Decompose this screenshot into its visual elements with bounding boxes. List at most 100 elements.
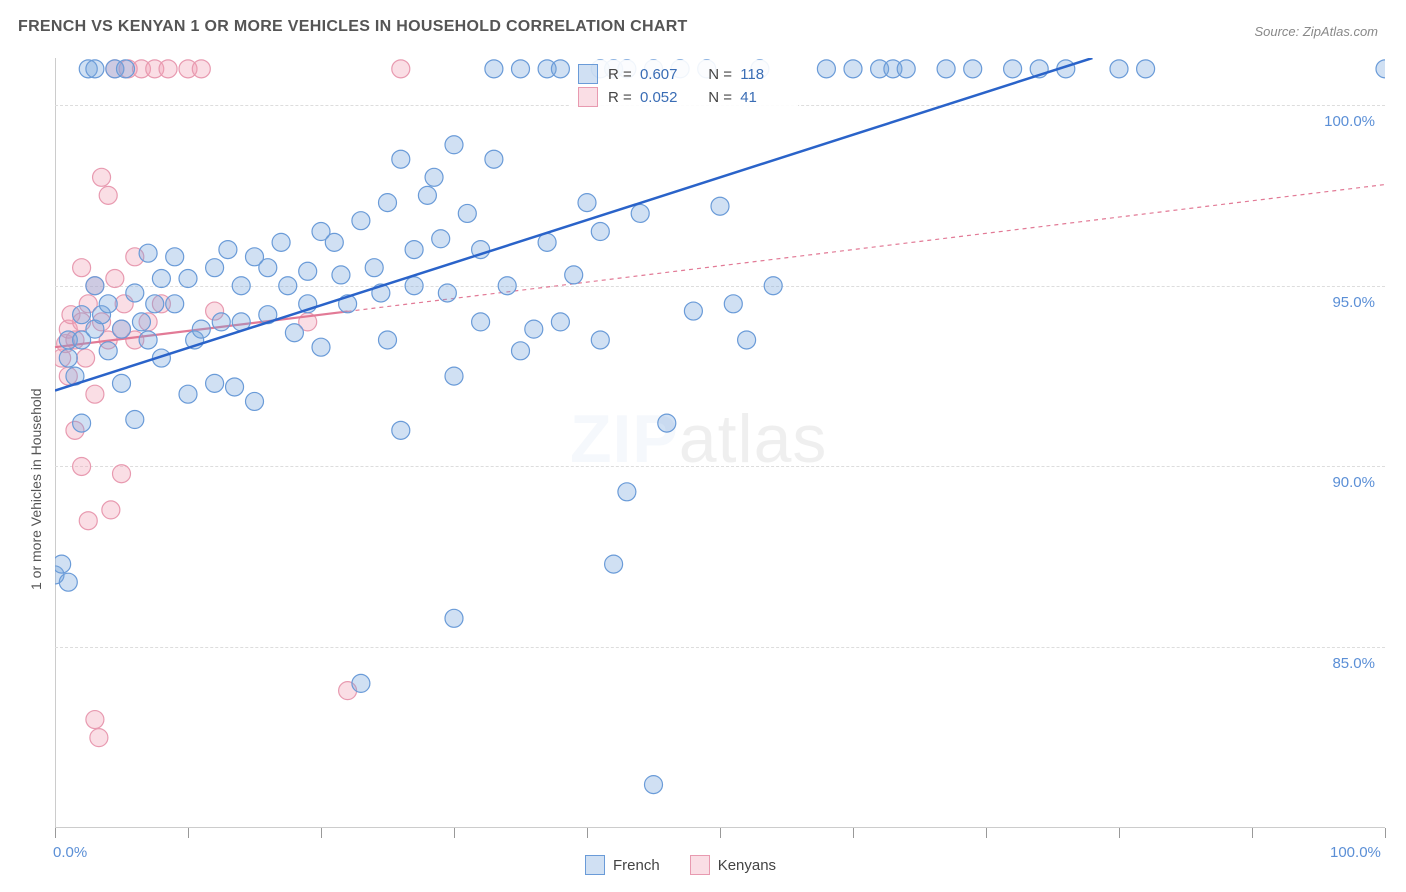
data-point bbox=[73, 306, 91, 324]
data-point bbox=[86, 277, 104, 295]
legend-n-value: N = 41 bbox=[700, 89, 790, 106]
data-point bbox=[246, 392, 264, 410]
data-point bbox=[591, 223, 609, 241]
data-point bbox=[206, 259, 224, 277]
data-point bbox=[551, 313, 569, 331]
legend-r-value: R = 0.052 bbox=[608, 89, 690, 106]
data-point bbox=[418, 186, 436, 204]
data-point bbox=[113, 320, 131, 338]
data-point bbox=[99, 342, 117, 360]
legend-swatch bbox=[690, 855, 710, 875]
data-point bbox=[219, 241, 237, 259]
data-point bbox=[1004, 60, 1022, 78]
data-point bbox=[299, 262, 317, 280]
data-point bbox=[684, 302, 702, 320]
legend-row-kenyans: R = 0.052 N = 41 bbox=[578, 87, 790, 107]
data-point bbox=[146, 295, 164, 313]
data-point bbox=[512, 60, 530, 78]
legend-swatch bbox=[578, 87, 598, 107]
data-point bbox=[226, 378, 244, 396]
data-point bbox=[764, 277, 782, 295]
data-point bbox=[1376, 60, 1394, 78]
data-point bbox=[365, 259, 383, 277]
data-point bbox=[458, 204, 476, 222]
data-point bbox=[512, 342, 530, 360]
data-point bbox=[59, 349, 77, 367]
data-point bbox=[405, 241, 423, 259]
data-point bbox=[139, 244, 157, 262]
data-point bbox=[844, 60, 862, 78]
data-point bbox=[425, 168, 443, 186]
data-point bbox=[392, 60, 410, 78]
data-point bbox=[578, 194, 596, 212]
data-point bbox=[445, 136, 463, 154]
series-kenyans bbox=[53, 60, 410, 747]
data-point bbox=[259, 259, 277, 277]
data-point bbox=[132, 313, 150, 331]
data-point bbox=[90, 729, 108, 747]
data-point bbox=[631, 204, 649, 222]
data-point bbox=[206, 374, 224, 392]
data-point bbox=[179, 385, 197, 403]
series-french bbox=[46, 60, 1394, 794]
data-point bbox=[79, 512, 97, 530]
data-point bbox=[565, 266, 583, 284]
data-point bbox=[159, 60, 177, 78]
data-point bbox=[618, 483, 636, 501]
series-legend: French Kenyans bbox=[585, 855, 776, 875]
data-point bbox=[166, 295, 184, 313]
correlation-legend: R = 0.607 N = 118 R = 0.052 N = 41 bbox=[570, 60, 798, 111]
data-point bbox=[113, 465, 131, 483]
data-point bbox=[106, 270, 124, 288]
data-point bbox=[77, 349, 95, 367]
data-point bbox=[73, 414, 91, 432]
legend-row-french: R = 0.607 N = 118 bbox=[578, 64, 790, 84]
data-point bbox=[279, 277, 297, 295]
data-point bbox=[126, 284, 144, 302]
data-point bbox=[126, 411, 144, 429]
legend-n-value: N = 118 bbox=[700, 66, 790, 83]
data-point bbox=[711, 197, 729, 215]
data-point bbox=[93, 168, 111, 186]
data-point bbox=[116, 60, 134, 78]
data-point bbox=[53, 555, 71, 573]
data-point bbox=[645, 776, 663, 794]
data-point bbox=[86, 60, 104, 78]
data-point bbox=[192, 320, 210, 338]
data-point bbox=[724, 295, 742, 313]
legend-label: Kenyans bbox=[718, 857, 776, 874]
legend-swatch bbox=[585, 855, 605, 875]
data-point bbox=[139, 331, 157, 349]
data-point bbox=[937, 60, 955, 78]
data-point bbox=[325, 233, 343, 251]
legend-swatch bbox=[578, 64, 598, 84]
data-point bbox=[73, 457, 91, 475]
data-point bbox=[392, 421, 410, 439]
data-point bbox=[86, 711, 104, 729]
data-point bbox=[485, 150, 503, 168]
data-point bbox=[73, 259, 91, 277]
data-point bbox=[432, 230, 450, 248]
data-point bbox=[166, 248, 184, 266]
data-point bbox=[472, 313, 490, 331]
data-point bbox=[1137, 60, 1155, 78]
data-point bbox=[192, 60, 210, 78]
legend-label: French bbox=[613, 857, 660, 874]
data-point bbox=[405, 277, 423, 295]
data-point bbox=[285, 324, 303, 342]
data-point bbox=[897, 60, 915, 78]
data-point bbox=[525, 320, 543, 338]
data-point bbox=[485, 60, 503, 78]
data-point bbox=[59, 573, 77, 591]
data-point bbox=[332, 266, 350, 284]
data-point bbox=[352, 212, 370, 230]
data-point bbox=[113, 374, 131, 392]
data-point bbox=[272, 233, 290, 251]
data-point bbox=[179, 270, 197, 288]
data-point bbox=[212, 313, 230, 331]
data-point bbox=[551, 60, 569, 78]
data-point bbox=[445, 609, 463, 627]
data-point bbox=[964, 60, 982, 78]
data-point bbox=[817, 60, 835, 78]
data-point bbox=[658, 414, 676, 432]
